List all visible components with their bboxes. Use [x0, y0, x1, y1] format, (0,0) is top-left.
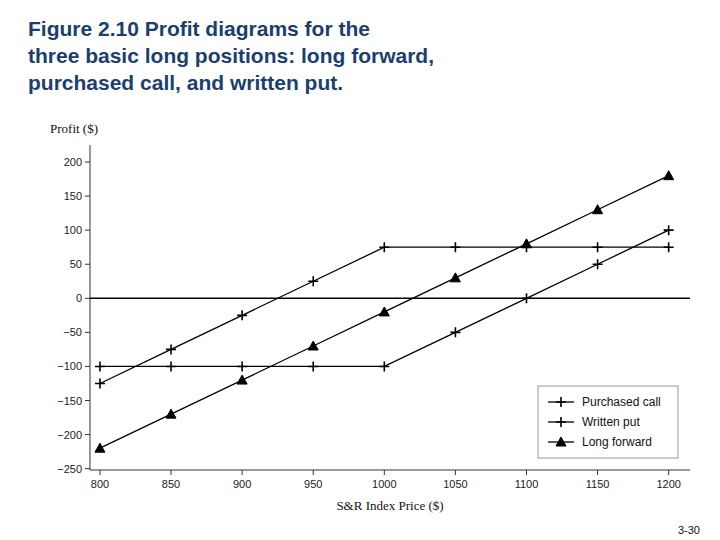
y-tick	[85, 332, 90, 333]
series-marker	[237, 375, 247, 384]
y-tick	[85, 366, 90, 367]
series-marker	[593, 242, 603, 252]
y-tick-label: 50	[70, 258, 82, 270]
x-tick-label: 900	[233, 478, 251, 490]
series-line	[100, 230, 669, 366]
y-tick	[85, 434, 90, 435]
x-tick	[313, 470, 314, 475]
series-marker	[379, 307, 389, 316]
x-tick	[99, 470, 100, 475]
x-axis	[90, 470, 690, 471]
x-tick	[384, 470, 385, 475]
x-tick-label: 1150	[586, 478, 610, 490]
series-marker	[308, 276, 318, 286]
legend-label: Long forward	[582, 435, 652, 449]
x-tick-label: 800	[91, 478, 109, 490]
title: three basic long positions: long forward…	[28, 44, 434, 67]
series-marker	[450, 273, 460, 282]
x-tick	[668, 470, 669, 475]
y-tick	[85, 162, 90, 163]
series-marker	[593, 205, 603, 214]
y-axis	[90, 145, 91, 470]
legend-box	[538, 386, 678, 458]
y-tick-label: −50	[63, 326, 82, 338]
y-tick-label: 150	[64, 190, 82, 202]
series-marker	[521, 293, 531, 303]
x-tick	[455, 470, 456, 475]
annotation: 3-30	[678, 524, 700, 536]
series-marker	[166, 409, 176, 418]
series-marker	[664, 171, 674, 180]
y-tick-label: 0	[76, 292, 82, 304]
legend-label: Purchased call	[582, 395, 661, 409]
y-tick	[85, 400, 90, 401]
series-marker	[237, 310, 247, 320]
series-line	[100, 247, 669, 383]
legend: Purchased call Written put Long forward	[538, 386, 678, 458]
x-tick-label: 1100	[515, 478, 539, 490]
series-marker	[593, 259, 603, 269]
y-tick	[85, 264, 90, 265]
series-marker	[166, 344, 176, 354]
y-tick	[85, 468, 90, 469]
y-tick-label: 100	[64, 224, 82, 236]
series-marker	[308, 341, 318, 350]
series-marker	[521, 239, 531, 248]
y-tick-label: −150	[57, 395, 82, 407]
x-axis-label: S&R Index Price ($)	[336, 498, 443, 513]
legend-marker	[556, 417, 566, 427]
series-marker	[664, 242, 674, 252]
series-marker	[379, 242, 389, 252]
x-tick	[526, 470, 527, 475]
legend-marker	[556, 437, 566, 446]
y-tick	[85, 298, 90, 299]
series-marker	[308, 361, 318, 371]
title: Figure 2.10 Profit diagrams for the	[28, 17, 370, 40]
x-tick	[242, 470, 243, 475]
x-tick-label: 1050	[443, 478, 467, 490]
y-tick-label: −100	[57, 360, 82, 372]
title: purchased call, and written put.	[28, 71, 343, 94]
series-marker	[450, 327, 460, 337]
series-marker	[379, 361, 389, 371]
series-marker	[664, 225, 674, 235]
y-tick-label: −250	[57, 463, 82, 475]
series-marker	[166, 361, 176, 371]
chart: Figure 2.10 Profit diagrams for the three…	[0, 0, 720, 540]
x-tick	[597, 470, 598, 475]
series-marker	[95, 443, 105, 452]
series-marker	[450, 242, 460, 252]
series-line	[100, 176, 669, 449]
legend-marker	[556, 397, 566, 407]
y-tick-label: −200	[57, 429, 82, 441]
series-marker	[95, 361, 105, 371]
x-tick-label: 950	[304, 478, 322, 490]
x-tick-label: 1000	[372, 478, 396, 490]
y-tick	[85, 196, 90, 197]
x-tick	[171, 470, 172, 475]
x-tick-label: 1200	[656, 478, 680, 490]
y-tick	[85, 230, 90, 231]
series-marker	[95, 378, 105, 388]
x-tick-label: 850	[162, 478, 180, 490]
zero-line	[90, 298, 690, 299]
y-tick-label: 200	[64, 156, 82, 168]
y-axis-label: Profit ($)	[50, 121, 98, 136]
series-marker	[237, 361, 247, 371]
legend-label: Written put	[582, 415, 640, 429]
